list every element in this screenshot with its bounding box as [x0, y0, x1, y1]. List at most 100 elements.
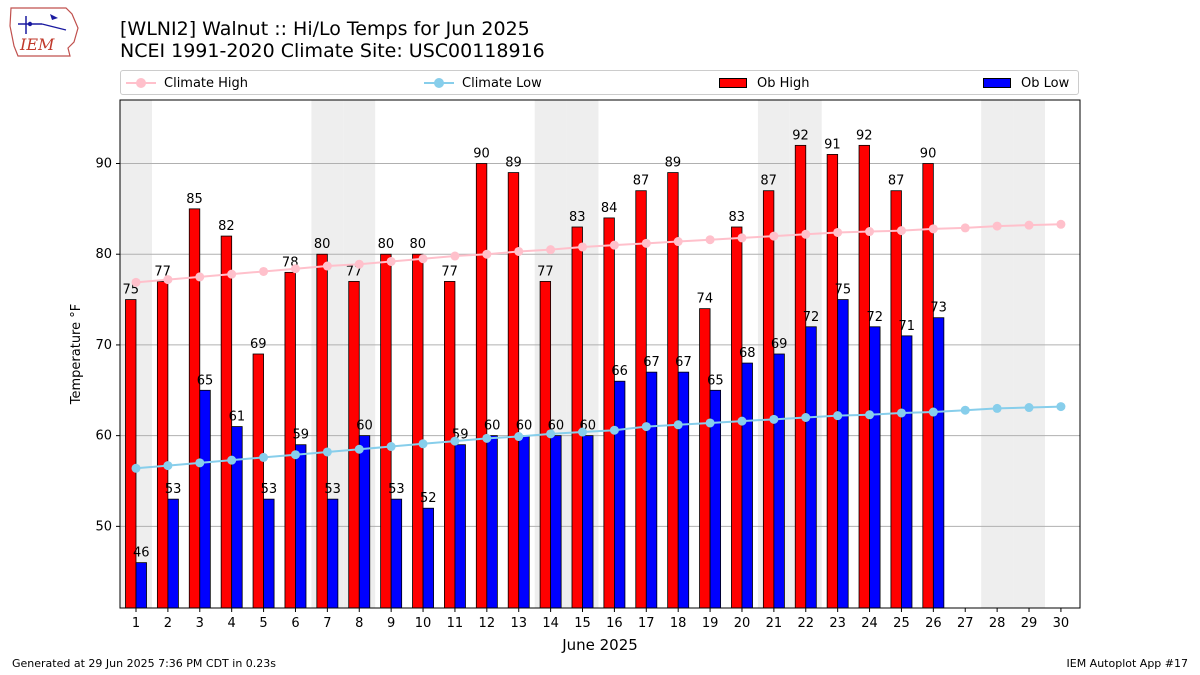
ob-low-bar	[167, 498, 179, 609]
ob-low-label: 65	[197, 373, 214, 388]
ob-low-bar	[454, 444, 466, 609]
ob-low-label: 60	[484, 419, 501, 434]
ob-low-label: 52	[420, 491, 437, 506]
ob-high-label: 80	[378, 237, 395, 252]
x-tick-label: 23	[829, 616, 846, 631]
ob-high-bar	[316, 253, 328, 609]
climate-high-point	[673, 237, 683, 247]
x-tick-label: 8	[355, 616, 363, 631]
climate-low-point	[769, 414, 779, 424]
ob-high-bar	[380, 253, 392, 609]
climate-high-point	[546, 245, 556, 255]
ob-high-label: 90	[473, 147, 490, 162]
ob-low-bar	[677, 371, 690, 609]
climate-low-point	[163, 461, 173, 471]
x-tick-label: 28	[989, 616, 1006, 631]
climate-low-line	[135, 405, 1061, 470]
ob-low-label: 69	[771, 337, 788, 352]
ob-high-bar	[826, 154, 839, 609]
ob-high-bar	[188, 208, 201, 609]
climate-high-point	[705, 235, 715, 245]
climate-low-point	[673, 420, 683, 430]
climate-low-point	[195, 458, 205, 468]
x-axis-label: June 2025	[561, 636, 638, 654]
climate-high-point	[354, 259, 364, 269]
ob-low-label: 73	[930, 301, 947, 316]
ob-high-bar	[699, 308, 711, 609]
climate-high-point	[259, 266, 269, 276]
x-tick-label: 9	[387, 616, 395, 631]
legend-label-ob-low: Ob Low	[1021, 75, 1070, 91]
climate-high-point	[195, 272, 205, 282]
plot-frame	[119, 99, 1081, 609]
x-tick-label: 27	[957, 616, 974, 631]
climate-low-point	[1056, 402, 1066, 412]
x-tick-label: 6	[291, 616, 299, 631]
x-tick-label: 1	[132, 616, 140, 631]
climate-high-point	[482, 249, 492, 259]
ob-low-bar	[295, 444, 307, 609]
ob-low-label: 60	[356, 419, 373, 434]
x-tick-label: 13	[510, 616, 527, 631]
climate-low-point	[386, 442, 396, 452]
y-axis-label: Temperature °F	[69, 304, 84, 405]
climate-high-point	[833, 227, 843, 237]
ob-low-label: 67	[643, 355, 660, 370]
x-tick-label: 24	[861, 616, 878, 631]
climate-high-line	[135, 223, 1061, 284]
ob-high-label: 82	[218, 219, 235, 234]
climate-high-point	[992, 221, 1002, 231]
climate-low-point	[801, 413, 811, 422]
legend-label-climate-low: Climate Low	[462, 75, 542, 91]
ob-low-label: 53	[261, 482, 278, 497]
logo-text: IEM	[19, 35, 55, 54]
ob-low-label: 53	[388, 482, 405, 497]
ob-high-bar	[635, 190, 647, 609]
climate-low-point	[259, 452, 269, 462]
climate-low-point	[227, 455, 237, 465]
climate-high-point	[896, 226, 906, 236]
ob-high-label: 92	[856, 128, 873, 143]
legend-item-ob-high: Ob High	[719, 74, 810, 92]
climate-low-point	[131, 463, 141, 473]
climate-low-point	[960, 405, 970, 415]
ob-high-label: 91	[824, 137, 841, 152]
climate-high-point	[578, 242, 588, 252]
ob-low-label: 68	[739, 346, 756, 361]
ob-low-bar	[263, 498, 275, 609]
climate-high-point	[960, 223, 970, 233]
x-tick-label: 30	[1053, 616, 1070, 631]
ob-high-bar	[858, 144, 870, 609]
climate-low-point	[865, 410, 875, 420]
climate-high-point	[450, 251, 460, 261]
x-tick-label: 17	[638, 616, 655, 631]
y-tick-label: 80	[95, 247, 112, 262]
ob-low-bar	[518, 435, 530, 609]
y-tick-label: 90	[95, 157, 112, 172]
ob-high-bar	[475, 163, 488, 609]
ob-high-bar	[794, 144, 807, 609]
ob-low-label: 60	[516, 419, 533, 434]
legend-swatch-climate-high	[126, 77, 156, 89]
weekend-shade	[981, 100, 1014, 608]
x-tick-label: 10	[415, 616, 432, 631]
footer-app-id: IEM Autoplot App #17	[1066, 657, 1189, 670]
iem-logo: IEM	[8, 6, 82, 60]
ob-high-bar	[507, 172, 520, 609]
climate-high-point	[386, 256, 396, 266]
x-tick-label: 20	[734, 616, 751, 631]
ob-high-label: 85	[186, 192, 203, 207]
ob-low-label: 46	[133, 546, 150, 561]
ob-low-bar	[869, 326, 881, 609]
climate-high-point	[928, 224, 938, 234]
climate-low-point	[418, 439, 428, 449]
ob-high-label: 80	[410, 237, 427, 252]
ob-high-label: 92	[792, 128, 809, 143]
ob-high-label: 83	[728, 210, 745, 225]
climate-high-point	[1056, 219, 1066, 229]
x-tick-label: 26	[925, 616, 942, 631]
ob-high-bar	[603, 217, 615, 609]
y-tick-label: 60	[95, 429, 112, 444]
ob-high-label: 87	[888, 174, 905, 189]
